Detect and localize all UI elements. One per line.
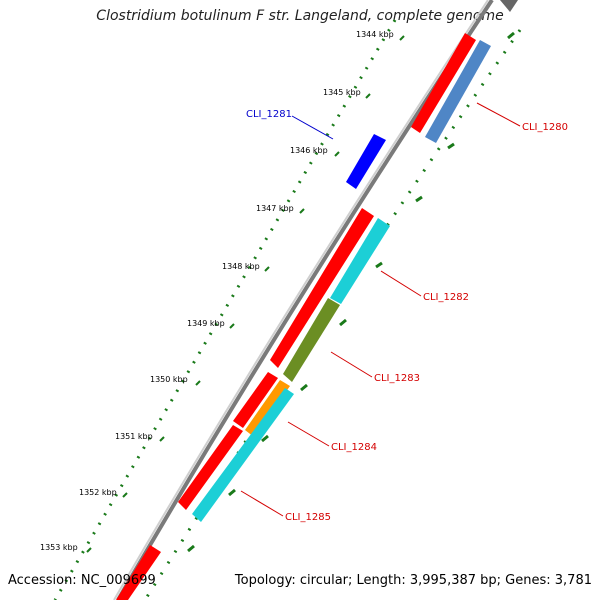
gene-label-1282[interactable]: CLI_1282 bbox=[423, 292, 469, 303]
ruler-tick-label: 1353 kbp bbox=[40, 543, 78, 552]
gene-feature-1284[interactable] bbox=[245, 380, 290, 437]
gene-label-1285[interactable]: CLI_1285 bbox=[285, 512, 331, 523]
ruler-tick-label: 1348 kbp bbox=[222, 262, 260, 271]
leader-line-1282 bbox=[380, 270, 422, 297]
gene-feature-red-d[interactable] bbox=[116, 545, 161, 600]
accession-text: Accession: NC_009699 bbox=[8, 573, 156, 588]
ruler-tick-label: 1351 kbp bbox=[115, 432, 153, 441]
gene-label-1280[interactable]: CLI_1280 bbox=[522, 122, 568, 133]
gene-feature-red-1280[interactable] bbox=[411, 33, 476, 133]
ruler-tick-label: 1344 kbp bbox=[356, 30, 394, 39]
gene-feature-red-a[interactable] bbox=[270, 208, 374, 368]
gene-label-1281[interactable]: CLI_1281 bbox=[246, 109, 292, 120]
ruler-tick-label: 1349 kbp bbox=[187, 319, 225, 328]
leader-line-1280 bbox=[476, 102, 521, 127]
leader-line-1283 bbox=[330, 351, 373, 378]
ruler-tick-label: 1347 kbp bbox=[256, 204, 294, 213]
gene-feature-1282[interactable] bbox=[330, 218, 390, 304]
gene-feature-red-c[interactable] bbox=[178, 425, 243, 510]
gene-label-1283[interactable]: CLI_1283 bbox=[374, 373, 420, 384]
ruler-tick-label: 1346 kbp bbox=[290, 146, 328, 155]
outer-ring-ticks bbox=[187, 31, 515, 553]
gene-feature-1280[interactable] bbox=[425, 40, 491, 143]
gene-feature-1283[interactable] bbox=[283, 298, 340, 382]
genome-stats-text: Topology: circular; Length: 3,995,387 bp… bbox=[234, 573, 592, 588]
leader-line-1284 bbox=[287, 421, 330, 447]
gene-label-1284[interactable]: CLI_1284 bbox=[331, 442, 377, 453]
backbone-marker bbox=[500, 0, 518, 12]
ruler-tick-label: 1345 kbp bbox=[323, 88, 361, 97]
gene-feature-red-b[interactable] bbox=[233, 372, 278, 428]
gene-feature-1281[interactable] bbox=[346, 134, 386, 189]
ruler-dots-inner bbox=[53, 19, 397, 600]
ruler-tick-label: 1350 kbp bbox=[150, 375, 188, 384]
genome-backbone-highlight bbox=[113, 0, 489, 600]
ruler-ticks: 1344 kbp 1345 kbp 1346 kbp 1347 kbp 1348… bbox=[40, 30, 405, 553]
ruler-tick-label: 1352 kbp bbox=[79, 488, 117, 497]
map-title: Clostridium botulinum F str. Langeland, … bbox=[96, 8, 504, 24]
leader-line-1285 bbox=[240, 490, 284, 517]
gene-feature-1285[interactable] bbox=[192, 388, 294, 522]
leader-line-1281 bbox=[291, 115, 334, 140]
